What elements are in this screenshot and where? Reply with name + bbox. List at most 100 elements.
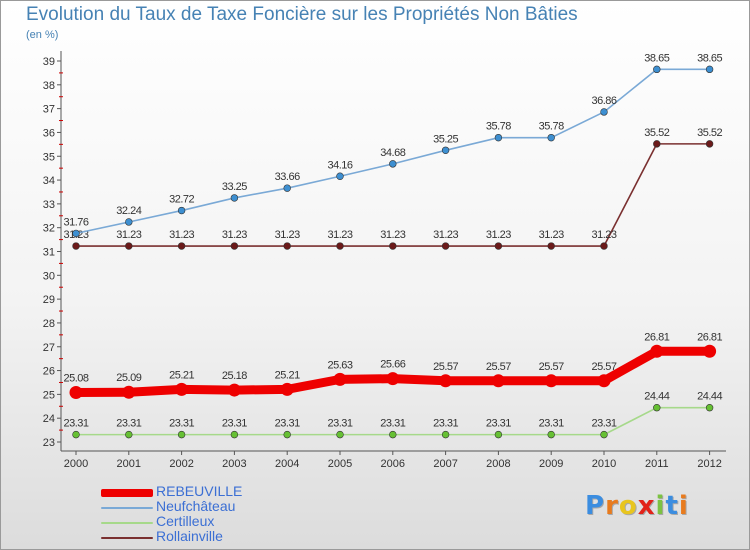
logo-letter: o xyxy=(618,491,638,521)
data-point xyxy=(653,65,661,74)
data-label: 23.31 xyxy=(222,418,247,430)
logo-letter: t xyxy=(665,491,679,521)
x-tick-label: 2006 xyxy=(381,458,405,470)
data-label: 31.76 xyxy=(63,216,88,228)
data-label: 23.31 xyxy=(433,418,458,430)
data-point xyxy=(653,404,661,412)
data-label: 31.23 xyxy=(380,229,405,241)
x-tick-label: 2007 xyxy=(433,458,457,470)
data-point xyxy=(125,218,133,226)
data-label: 25.21 xyxy=(275,369,300,381)
data-label: 23.31 xyxy=(275,418,300,430)
x-tick-label: 2008 xyxy=(486,458,510,470)
y-tick-label: 38 xyxy=(43,80,55,92)
data-label: 32.72 xyxy=(169,194,194,206)
data-label: 25.57 xyxy=(539,361,564,373)
data-point xyxy=(336,430,344,439)
data-point xyxy=(389,160,397,168)
data-label: 35.78 xyxy=(486,121,511,133)
chart-legend: REBEUVILLE Neufchâteau Certilleux Rollainvi… xyxy=(101,483,321,545)
data-label: 23.31 xyxy=(539,418,564,430)
data-label: 31.23 xyxy=(169,229,194,241)
chart-title: Evolution du Taux de Taxe Foncière sur l… xyxy=(26,4,578,25)
data-point xyxy=(283,184,291,192)
data-label: 25.66 xyxy=(380,359,405,371)
data-point xyxy=(494,242,503,250)
legend-label: Certilleux xyxy=(156,513,215,529)
data-point xyxy=(177,206,186,215)
data-point xyxy=(600,430,608,439)
data-label: 24.44 xyxy=(644,391,669,403)
data-label: 23.31 xyxy=(486,418,511,430)
legend-label: REBEUVILLE xyxy=(156,483,243,499)
y-tick-label: 28 xyxy=(43,318,55,330)
data-label: 31.23 xyxy=(433,229,458,241)
data-point xyxy=(280,382,294,396)
data-label: 35.52 xyxy=(697,127,722,139)
logo-letter: i xyxy=(678,491,689,521)
data-point xyxy=(703,344,717,358)
legend-item: Neufchâteau xyxy=(101,498,321,515)
x-tick-label: 2001 xyxy=(117,458,141,470)
data-point xyxy=(441,146,450,154)
data-label: 23.31 xyxy=(380,418,405,430)
data-label: 26.81 xyxy=(644,331,669,343)
data-point xyxy=(705,140,714,148)
data-label: 32.24 xyxy=(116,205,141,217)
y-tick-label: 29 xyxy=(43,294,55,306)
data-label: 36.86 xyxy=(591,95,616,107)
series-rebeuville: 25.08 25.09 25.21 25.18 25.21 25.63 25.66 25.57… xyxy=(63,331,723,399)
y-tick-label: 30 xyxy=(43,270,55,282)
y-tick-label: 31 xyxy=(43,247,55,259)
data-label: 25.63 xyxy=(327,359,352,371)
data-label: 25.57 xyxy=(433,361,458,373)
data-label: 35.52 xyxy=(644,127,669,139)
series-neufch-teau: 31.76 32.24 32.72 33.25 33.66 34.16 34.68 35.25… xyxy=(63,52,723,238)
data-label: 34.16 xyxy=(327,159,352,171)
data-point xyxy=(125,242,133,250)
legend-swatch xyxy=(101,537,153,539)
data-point xyxy=(72,430,80,439)
y-tick-label: 39 xyxy=(43,56,55,68)
data-point xyxy=(389,430,397,439)
y-tick-label: 36 xyxy=(43,127,55,139)
data-point xyxy=(547,133,555,142)
data-point xyxy=(705,65,714,74)
data-point xyxy=(386,372,400,386)
data-point xyxy=(125,430,133,439)
y-tick-label: 32 xyxy=(43,223,55,235)
data-label: 31.23 xyxy=(275,229,300,241)
data-label: 23.31 xyxy=(591,418,616,430)
data-label: 31.23 xyxy=(116,229,141,241)
data-label: 25.21 xyxy=(169,369,194,381)
data-point xyxy=(494,133,503,142)
data-label: 31.23 xyxy=(327,229,352,241)
data-point xyxy=(544,374,558,388)
legend-item: Rollainville xyxy=(101,528,321,545)
x-tick-label: 2002 xyxy=(169,458,193,470)
data-point xyxy=(441,430,450,439)
data-point xyxy=(69,385,83,399)
x-tick-label: 2003 xyxy=(222,458,246,470)
chart-unit-label: (en %) xyxy=(26,29,59,41)
data-label: 31.23 xyxy=(486,229,511,241)
data-point xyxy=(175,382,189,396)
data-point xyxy=(336,242,344,250)
data-point xyxy=(600,108,608,116)
data-label: 25.57 xyxy=(591,361,616,373)
legend-item: Certilleux xyxy=(101,513,321,530)
data-point xyxy=(494,430,503,439)
y-tick-label: 33 xyxy=(43,199,55,211)
data-label: 35.25 xyxy=(433,133,458,145)
legend-item: REBEUVILLE xyxy=(101,483,321,500)
legend-swatch xyxy=(101,522,153,524)
data-point xyxy=(177,430,186,439)
data-label: 23.31 xyxy=(169,418,194,430)
data-label: 34.68 xyxy=(380,147,405,159)
data-point xyxy=(230,194,239,202)
data-point xyxy=(283,430,291,439)
data-point xyxy=(547,430,555,439)
data-label: 38.65 xyxy=(644,52,669,64)
